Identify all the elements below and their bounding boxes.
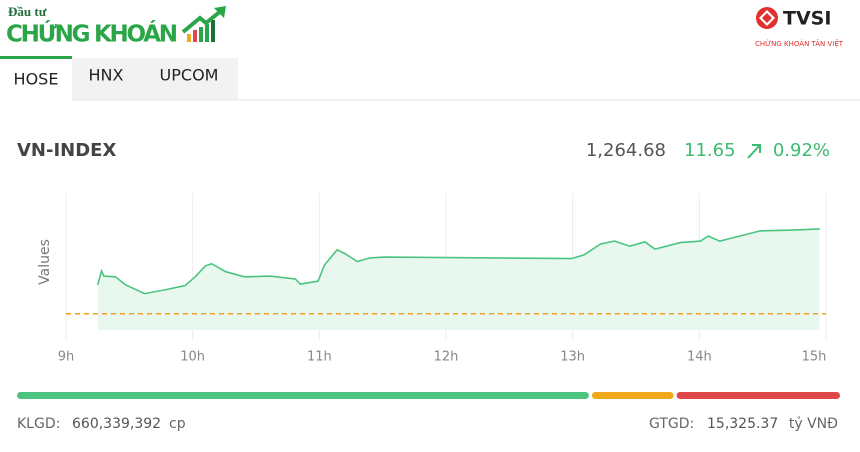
x-tick-label: 12h	[434, 350, 459, 365]
partner-subtitle: CHỨNG KHOÁN TÂN VIỆT	[755, 39, 844, 48]
x-tick-label: 11h	[307, 350, 332, 365]
up-arrow	[747, 144, 761, 159]
y-axis-label: Values	[37, 239, 53, 285]
tab[interactable]: HNX	[89, 66, 124, 85]
breadth-segment	[591, 392, 674, 399]
price-line	[96, 228, 820, 295]
index-change-pct: 0.92%	[773, 140, 830, 161]
index-change: 11.65	[684, 140, 736, 161]
volume-unit: cp	[169, 416, 186, 432]
tab[interactable]: UPCOM	[160, 66, 219, 85]
value-label: GTGD:	[649, 416, 694, 432]
volume: 660,339,392	[72, 416, 161, 432]
logo-main: CHỨNG KHOÁN	[6, 20, 178, 48]
x-tick-label: 10h	[180, 350, 205, 365]
tab-indicator	[0, 56, 72, 59]
tab-bar	[72, 58, 238, 100]
logo-icon	[181, 6, 226, 42]
area	[97, 228, 820, 330]
logo-top: Đầu tư	[8, 4, 47, 19]
x-tick-label: 13h	[560, 350, 585, 365]
index-name: VN-INDEX	[17, 140, 116, 161]
volume-label: KLGD:	[17, 416, 60, 432]
x-tick-label: 9h	[58, 350, 75, 365]
partner-icon	[756, 7, 778, 29]
partner-name: TVSI	[783, 8, 831, 30]
trade-value: 15,325.37	[707, 416, 778, 432]
tab[interactable]: HOSE	[14, 70, 59, 89]
x-tick-label: 15h	[802, 350, 827, 365]
x-tick-label: 14h	[687, 350, 712, 365]
value-unit: tỷ VNĐ	[789, 416, 838, 432]
breadth-segment	[17, 392, 589, 399]
index-value: 1,264.68	[586, 140, 666, 161]
breadth-segment	[676, 392, 840, 399]
tab-active-bg	[0, 58, 72, 101]
